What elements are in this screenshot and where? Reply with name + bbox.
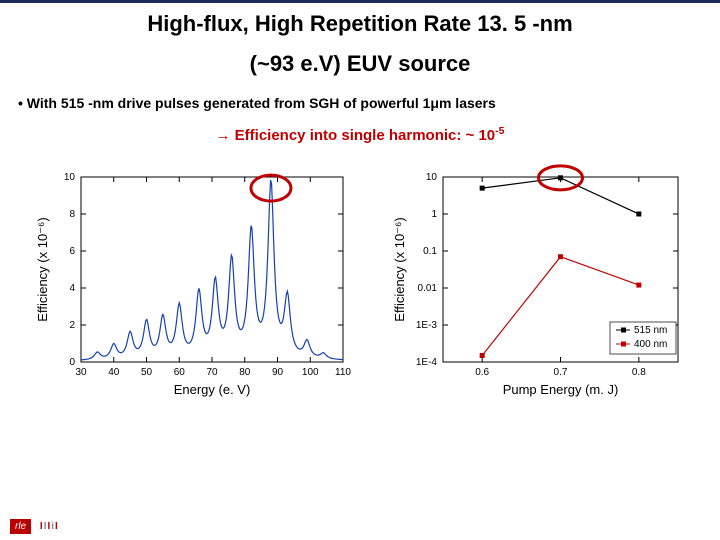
svg-text:2: 2 <box>69 320 75 331</box>
svg-text:515 nm: 515 nm <box>634 325 667 336</box>
svg-text:Energy (e. V): Energy (e. V) <box>173 382 250 397</box>
svg-text:0.1: 0.1 <box>423 246 437 257</box>
svg-text:40: 40 <box>108 367 120 378</box>
svg-text:1E-4: 1E-4 <box>415 357 437 368</box>
footer-logos: rle IIIiI <box>10 519 59 534</box>
svg-text:0: 0 <box>69 357 75 368</box>
svg-text:80: 80 <box>239 367 251 378</box>
mit-logo: IIIiI <box>40 521 59 532</box>
rle-logo: rle <box>10 519 31 534</box>
svg-text:90: 90 <box>271 367 283 378</box>
title-line-1: High-flux, High Repetition Rate 13. 5 -n… <box>0 11 720 37</box>
svg-text:6: 6 <box>69 246 75 257</box>
svg-text:8: 8 <box>69 209 75 220</box>
svg-text:70: 70 <box>206 367 218 378</box>
svg-text:110: 110 <box>335 367 351 378</box>
bullet-text: • With 515 -nm drive pulses generated fr… <box>18 95 702 111</box>
svg-text:10: 10 <box>63 172 75 183</box>
svg-text:Pump Energy (m. J): Pump Energy (m. J) <box>502 382 618 397</box>
svg-text:Efficiency (x 10⁻⁶): Efficiency (x 10⁻⁶) <box>392 217 407 321</box>
right-chart: 0.6 0.7 0.8 1E-4 1E-3 0.01 0.1 1 10 515 nm 400 nm P… <box>388 162 688 402</box>
svg-text:0.6: 0.6 <box>475 367 489 378</box>
efficiency-line: → Efficiency into single harmonic: ~ 10-… <box>0 125 720 144</box>
svg-text:0.01: 0.01 <box>417 283 437 294</box>
svg-text:10: 10 <box>425 172 437 183</box>
charts-row: 304050607080901001100246810Energy (e. V)… <box>0 162 720 402</box>
svg-text:50: 50 <box>140 367 152 378</box>
svg-text:30: 30 <box>75 367 87 378</box>
top-divider <box>0 0 720 3</box>
svg-text:1: 1 <box>431 209 437 220</box>
svg-text:Efficiency (x 10⁻⁶): Efficiency (x 10⁻⁶) <box>35 217 50 321</box>
title-line-2: (~93 e.V) EUV source <box>0 51 720 77</box>
svg-text:100: 100 <box>301 367 318 378</box>
svg-text:60: 60 <box>173 367 185 378</box>
svg-text:0.8: 0.8 <box>631 367 645 378</box>
svg-text:4: 4 <box>69 283 75 294</box>
svg-text:0.7: 0.7 <box>553 367 567 378</box>
svg-text:1E-3: 1E-3 <box>415 320 437 331</box>
left-chart: 30 40 50 60 70 80 90 100 110 0 2 4 6 8 10 Energy (e. V)… <box>33 162 353 402</box>
svg-text:400 nm: 400 nm <box>634 339 667 350</box>
